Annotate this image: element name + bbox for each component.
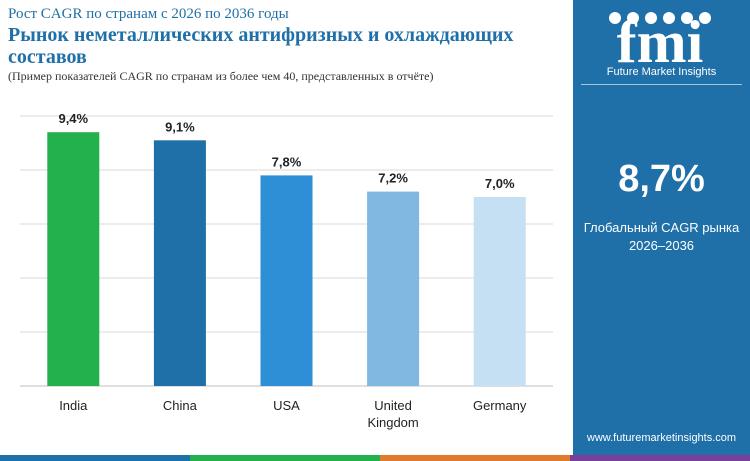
data-label: 7,2% — [378, 171, 408, 186]
chart-header: Рост CAGR по странам с 2026 по 2036 годы… — [8, 6, 563, 84]
data-label: 9,4% — [58, 111, 88, 126]
data-labels: 9,4% 9,1% 7,8% 7,2% 7,0% — [58, 111, 514, 191]
bottom-bar-segment — [380, 455, 570, 461]
x-tick-labels: India China USA United Kingdom Germany — [59, 398, 527, 430]
bottom-bar-segment — [570, 455, 750, 461]
bars — [47, 132, 526, 386]
chart-note: (Пример показателей CAGR по странам из б… — [8, 69, 434, 83]
x-tick-label: India — [59, 398, 88, 413]
logo-subtitle: Future Market Insights — [606, 66, 717, 78]
x-tick-label: United — [374, 398, 412, 413]
fmi-logo: fmi — [609, 10, 711, 75]
bar-india — [47, 132, 100, 386]
chart-title: Рынок неметаллических антифризных и охла… — [8, 24, 514, 68]
bar-united-kingdom — [367, 191, 420, 386]
bar-germany — [473, 197, 526, 386]
bar-chart: 9,4% 9,1% 7,8% 7,2% 7,0% India China USA United… — [20, 111, 553, 430]
global-cagr-label-line1: Глобальный CAGR рынка — [583, 220, 740, 235]
chart-subtitle: Рост CAGR по странам с 2026 по 2036 годы — [8, 6, 289, 22]
logo-divider — [581, 84, 742, 85]
data-label: 7,0% — [485, 176, 515, 191]
global-cagr-label: Глобальный CAGR рынка 2026–2036 — [573, 219, 750, 255]
global-cagr-label-line2: 2026–2036 — [628, 238, 695, 253]
global-cagr-value: 8,7% — [618, 158, 705, 200]
data-label: 7,8% — [272, 154, 302, 169]
x-tick-label: Kingdom — [367, 415, 418, 430]
sidebar-panel: fmi Future Market Insights 8,7% Глобальн… — [573, 0, 750, 461]
x-tick-label: USA — [273, 398, 300, 413]
x-tick-label: Germany — [473, 398, 527, 413]
data-label: 9,1% — [165, 119, 195, 134]
bar-china — [153, 140, 206, 386]
bottom-bar-segment — [0, 455, 190, 461]
website-link[interactable]: www.futuremarketinsights.com — [586, 432, 737, 444]
bottom-bar-segment — [190, 455, 380, 461]
bar-usa — [260, 175, 313, 386]
bottom-color-bar — [0, 455, 750, 461]
x-tick-label: China — [163, 398, 198, 413]
